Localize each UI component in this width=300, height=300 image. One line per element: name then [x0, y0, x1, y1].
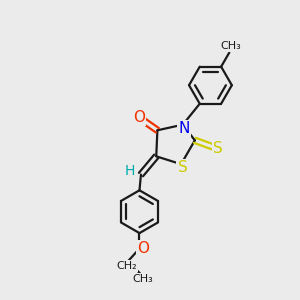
Text: S: S [213, 141, 223, 156]
Text: CH₂: CH₂ [116, 261, 137, 272]
Text: CH₃: CH₃ [133, 274, 153, 284]
Text: S: S [178, 160, 188, 175]
Text: N: N [178, 121, 190, 136]
Text: O: O [133, 110, 145, 125]
Text: O: O [137, 241, 149, 256]
Text: CH₃: CH₃ [220, 41, 241, 51]
Text: H: H [124, 164, 135, 178]
